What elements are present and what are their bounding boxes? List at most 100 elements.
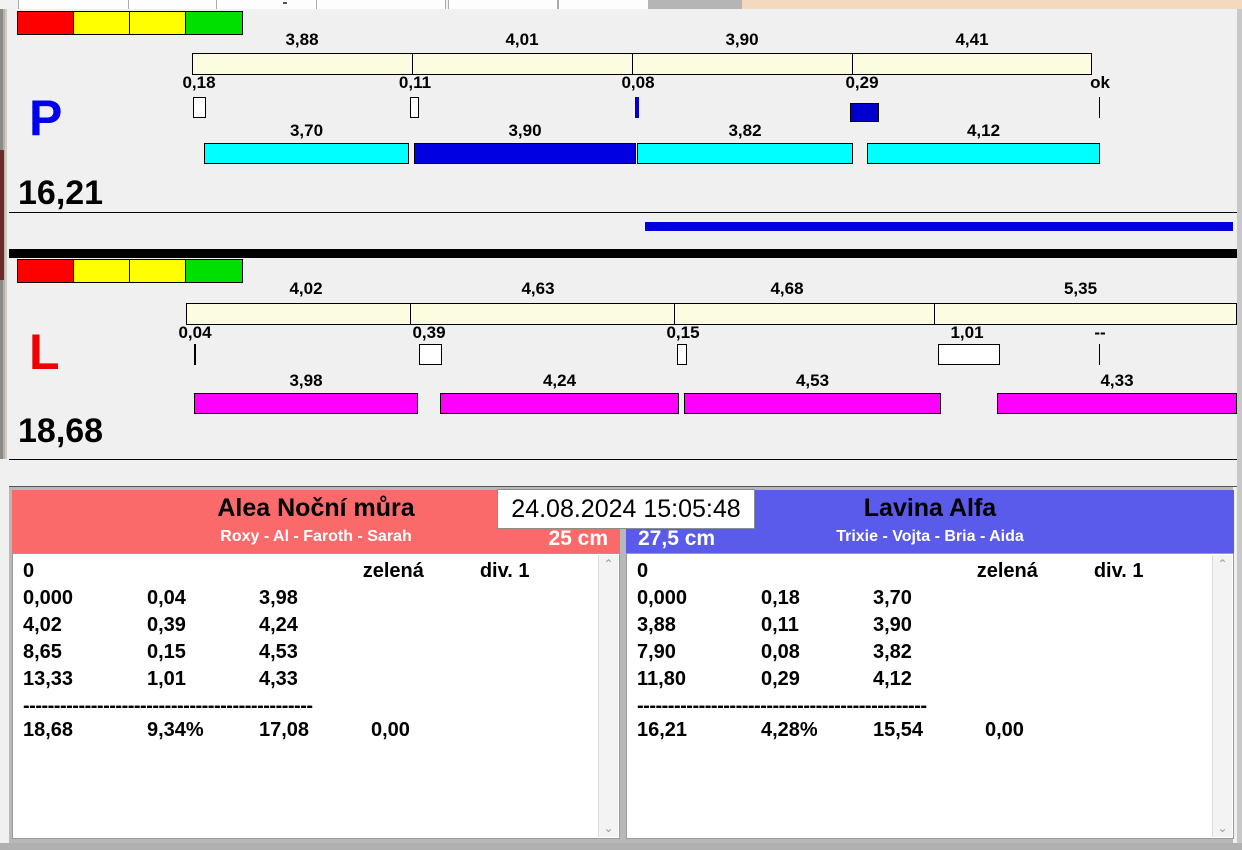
l-split-bar (186, 303, 1237, 325)
separator-black-bar (9, 249, 1237, 258)
header-cell-1: 0 (23, 560, 35, 582)
table-row: 0,000 0,18 3,70 (637, 587, 1211, 614)
traffic-light-L (17, 259, 243, 283)
panel-title-left: Alea Noční můra (217, 494, 415, 522)
table-row: 8,65 0,15 4,53 (23, 641, 597, 668)
scroll-down-icon[interactable]: ⌄ (603, 821, 614, 835)
l-top-label-2: 4,63 (521, 279, 555, 298)
row-cell-2: 0,39 (147, 614, 186, 636)
traffic-light-segment-red (18, 12, 74, 34)
l-penalty-mark-2 (419, 344, 442, 365)
result-panel-right: Lavina Alfa Trixie - Vojta - Bria - Aida… (626, 490, 1234, 839)
panel-rows-right: 0 zelená div. 1 0,000 0,18 3,70 3,88 0,1… (637, 560, 1211, 746)
l-bottom-label-4: 4,33 (1100, 371, 1134, 390)
chrome-tab-6[interactable] (558, 0, 650, 9)
p-penalty-label-4: 0,29 (845, 73, 879, 92)
traffic-light-segment-green (186, 260, 242, 282)
summary-cell-4: 0,00 (985, 719, 1024, 741)
panel-title-right: Lavina Alfa (863, 494, 997, 522)
p-penalty-label-1: 0,18 (182, 73, 216, 92)
panel-list-right[interactable]: 0 zelená div. 1 0,000 0,18 3,70 3,88 0,1… (626, 553, 1234, 839)
row-cell-2: 0,18 (761, 587, 800, 609)
table-row: 7,90 0,08 3,82 (637, 641, 1211, 668)
list-header-row: 0 zelená div. 1 (23, 560, 597, 587)
chrome-tab-4[interactable] (316, 0, 446, 9)
chrome-tab-2[interactable] (128, 0, 218, 9)
chrome-tab-5[interactable] (448, 0, 558, 9)
lower-spacer-band (9, 459, 1237, 487)
row-cell-3: 4,53 (259, 641, 298, 663)
p-bottom-label-4: 4,12 (966, 121, 1001, 140)
row-cell-2: 0,29 (761, 668, 800, 690)
row-cell-1: 8,65 (23, 641, 62, 663)
table-row: 4,02 0,39 4,24 (23, 614, 597, 641)
p-penalty-label-5: ok (1090, 73, 1110, 92)
left-edge-mid (3, 9, 5, 459)
p-split-divider-3 (852, 53, 853, 75)
summary-row: 16,21 4,28% 15,54 0,00 (637, 719, 1211, 746)
row-cell-2: 0,08 (761, 641, 800, 663)
traffic-light-segment-green (186, 12, 242, 34)
p-penalty-label-2: 0,11 (398, 73, 432, 92)
panel-rows-left: 0 zelená div. 1 0,000 0,04 3,98 4,02 0,3… (23, 560, 597, 746)
row-cell-2: 1,01 (147, 668, 186, 690)
table-divider: ----------------------------------------… (637, 695, 927, 717)
summary-row: 18,68 9,34% 17,08 0,00 (23, 719, 597, 746)
progress-band (9, 212, 1237, 250)
scrollbar-right[interactable]: ⌃ ⌄ (1212, 555, 1232, 837)
window-chrome-strip (0, 0, 1242, 10)
traffic-light-P (17, 11, 243, 35)
panel-list-left[interactable]: 0 zelená div. 1 0,000 0,04 3,98 4,02 0,3… (12, 553, 620, 839)
row-cell-3: 3,90 (873, 614, 912, 636)
l-penalty-label-2: 0,39 (412, 323, 446, 342)
p-time-bar-4 (867, 143, 1100, 164)
row-cell-2: 0,11 (761, 614, 799, 636)
row-cell-3: 3,98 (259, 587, 298, 609)
l-bottom-label-2: 4,24 (542, 371, 577, 390)
table-row: 11,80 0,29 4,12 (637, 668, 1211, 695)
datetime-badge: 24.08.2024 15:05:48 (497, 489, 755, 529)
row-cell-3: 3,82 (873, 641, 912, 663)
header-cell-1: 0 (637, 560, 649, 582)
row-cell-1: 0,000 (637, 587, 688, 609)
traffic-light-segment-yellow-1 (74, 260, 130, 282)
row-cell-1: 7,90 (637, 641, 676, 663)
header-cell-5: div. 1 (479, 560, 530, 582)
bottom-edge (0, 843, 1242, 850)
row-cell-3: 4,33 (259, 668, 298, 690)
l-time-bar-1 (194, 393, 418, 414)
row-cell-1: 13,33 (23, 668, 74, 690)
chrome-dot-icon (283, 2, 287, 4)
progress-bar (645, 222, 1233, 231)
scroll-down-icon[interactable]: ⌄ (1217, 821, 1228, 835)
chrome-tab-3[interactable] (216, 0, 318, 9)
summary-cell-3: 17,08 (259, 719, 310, 741)
scrollbar-left[interactable]: ⌃ ⌄ (598, 555, 618, 837)
scroll-up-icon[interactable]: ⌃ (603, 557, 614, 571)
chrome-tab-1[interactable] (18, 0, 130, 9)
l-time-bar-2 (440, 393, 679, 414)
p-split-bar (192, 53, 1092, 75)
row-cell-1: 4,02 (23, 614, 62, 636)
table-row: 0,000 0,04 3,98 (23, 587, 597, 614)
row-cell-3: 4,12 (873, 668, 912, 690)
p-top-label-4: 4,41 (955, 30, 989, 49)
track-total-P: 16,21 (18, 174, 104, 212)
traffic-light-segment-yellow-2 (130, 12, 186, 34)
p-split-divider-1 (412, 53, 413, 75)
p-top-label-1: 3,88 (285, 30, 319, 49)
p-penalty-mark-2 (410, 97, 419, 118)
l-penalty-label-5: -- (1094, 323, 1106, 342)
track-row-L: L 18,68 4,02 4,63 4,68 5,35 0,04 0,39 0,… (9, 259, 1237, 458)
l-split-divider-3 (934, 303, 935, 325)
panel-depth-left: 25 cm (548, 527, 608, 550)
left-edge-accent (0, 150, 4, 280)
summary-cell-4: 0,00 (371, 719, 410, 741)
panel-depth-right: 27,5 cm (638, 527, 716, 550)
l-top-label-1: 4,02 (289, 279, 323, 298)
scroll-up-icon[interactable]: ⌃ (1217, 557, 1228, 571)
p-penalty-mark-4 (850, 103, 879, 122)
p-bottom-label-3: 3,82 (728, 121, 762, 140)
l-time-bar-4 (997, 393, 1237, 414)
